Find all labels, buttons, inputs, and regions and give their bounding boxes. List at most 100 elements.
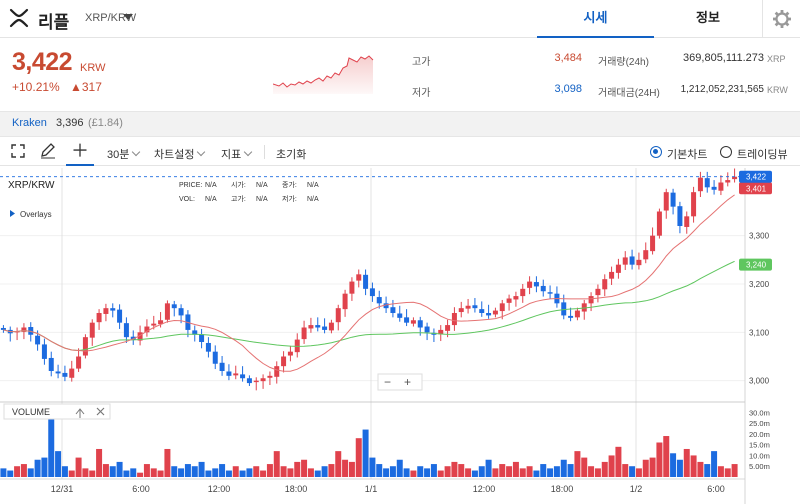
volume-tick-label: 25.0m — [749, 419, 770, 428]
candle-body — [219, 362, 225, 371]
volume-bar — [335, 451, 342, 477]
volume-bar — [102, 464, 109, 477]
candle-body — [151, 323, 157, 326]
hud-close-value: N/A — [307, 182, 319, 189]
candle-body — [615, 264, 621, 273]
candle-body — [629, 256, 635, 265]
zoom-in-button[interactable]: + — [404, 375, 411, 389]
candle-body — [574, 310, 580, 318]
coin-name: 리플 — [38, 13, 70, 32]
tab-info[interactable]: 정보 — [696, 10, 720, 25]
price-axis: 3,000 3,100 3,200 3,300 — [749, 232, 770, 386]
volume-bar — [437, 470, 444, 477]
volume-bar — [506, 466, 513, 477]
basic-chart-radio[interactable] — [650, 146, 662, 158]
volume-tick-label: 15.0m — [749, 441, 770, 450]
chart-settings-label: 차트설정 — [154, 149, 195, 161]
candle-body — [267, 375, 273, 378]
pair-dropdown-caret-icon[interactable] — [123, 14, 133, 20]
crosshair-tool-button[interactable] — [66, 138, 94, 166]
volume-bar — [150, 468, 157, 477]
close-icon[interactable] — [96, 407, 105, 416]
indicators-dropdown[interactable]: 지표 — [221, 146, 253, 162]
volume-bar — [266, 464, 273, 477]
time-tick-label: 18:00 — [285, 484, 308, 494]
candle-body — [322, 326, 328, 330]
interval-dropdown[interactable]: 30분 — [107, 146, 141, 162]
volume-bar — [225, 470, 232, 477]
volume-bar — [649, 457, 656, 477]
volume-bar — [410, 470, 417, 477]
ma-long-line — [3, 260, 735, 352]
volume-bar — [663, 436, 670, 477]
candle-body — [171, 304, 177, 309]
candle-body — [390, 307, 396, 313]
volume-bar — [96, 448, 103, 477]
candle-body — [445, 325, 451, 331]
pencil-draw-icon[interactable] — [39, 143, 57, 159]
candle-body — [465, 305, 471, 309]
candle-body — [137, 332, 143, 341]
candle-body — [315, 325, 321, 328]
candle-body — [656, 211, 662, 236]
candle-body — [164, 303, 170, 320]
candle-body — [55, 371, 61, 374]
low-value: 3,098 — [554, 83, 582, 95]
crosshair-icon — [73, 143, 87, 157]
candle-body — [376, 297, 382, 304]
candle-body — [0, 327, 6, 330]
reset-button[interactable]: 초기화 — [276, 149, 307, 161]
volume-bar — [717, 466, 724, 477]
candle-body — [506, 298, 512, 303]
volume-bar — [608, 455, 615, 477]
volume-label: VOLUME — [12, 407, 50, 417]
candle-body — [404, 317, 410, 323]
basic-chart-label[interactable]: 기본차트 — [667, 149, 708, 161]
change-percent: +10.21% — [12, 80, 60, 94]
high-value: 3,484 — [554, 52, 582, 64]
volume-bar — [27, 468, 34, 477]
candle-body — [486, 313, 492, 316]
candle-body — [260, 378, 266, 382]
trading-view-radio[interactable] — [720, 146, 732, 158]
candle-body — [192, 330, 198, 335]
overlays-expand-icon[interactable] — [10, 210, 15, 217]
candle-body — [718, 182, 724, 191]
volume-bar — [369, 457, 376, 477]
exchange-name-link[interactable]: Kraken — [12, 117, 47, 129]
candle-body — [246, 378, 252, 384]
volume-bar — [629, 466, 636, 477]
overlays-label[interactable]: Overlays — [20, 210, 52, 219]
candle-body — [103, 308, 109, 314]
volume-bar — [205, 470, 212, 477]
chart-settings-dropdown[interactable]: 차트설정 — [154, 146, 206, 162]
zoom-out-button[interactable]: − — [384, 375, 391, 389]
candle-body — [308, 325, 314, 329]
candle-body — [547, 292, 553, 294]
settings-button[interactable] — [762, 0, 800, 38]
volume-bar — [724, 468, 731, 477]
volume-bar — [20, 464, 27, 477]
volume-label-box — [3, 403, 111, 420]
volume-bar — [61, 466, 68, 477]
volume-bar — [253, 466, 260, 477]
volume-bar — [704, 464, 711, 477]
volume-bar — [116, 461, 123, 477]
volume-bar — [656, 442, 663, 477]
hud-close-label: 종가: — [282, 180, 297, 189]
candle-body — [561, 302, 567, 316]
volume-unit: XRP — [767, 54, 786, 64]
volume-bar — [478, 466, 485, 477]
volume-bar — [239, 470, 246, 477]
volume-bar — [143, 464, 150, 477]
volume-bar — [424, 468, 431, 477]
volume-bar — [417, 466, 424, 477]
tab-quote[interactable]: 시세 — [537, 0, 654, 38]
fullscreen-icon[interactable] — [11, 144, 25, 158]
interval-label: 30분 — [107, 149, 130, 161]
trading-view-label[interactable]: 트레이딩뷰 — [737, 149, 788, 161]
candle-body — [144, 326, 150, 333]
arrow-up-icon[interactable] — [75, 408, 85, 418]
